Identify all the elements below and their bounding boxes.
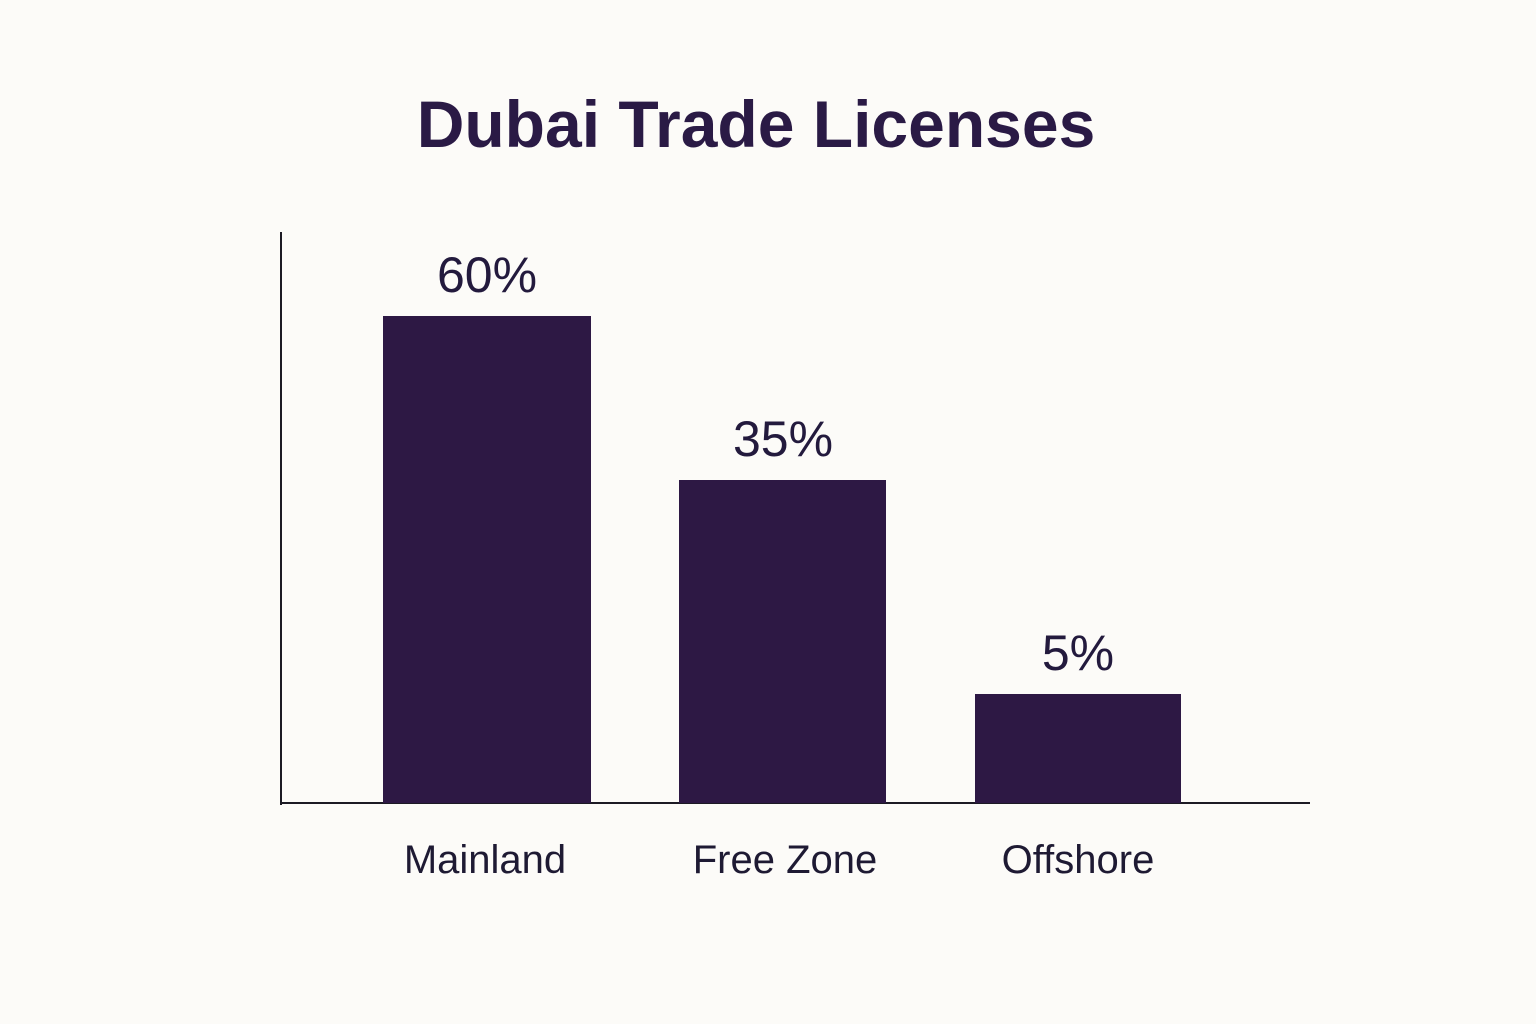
- bar-offshore: [975, 694, 1181, 803]
- y-axis-line: [280, 232, 282, 805]
- x-axis-line: [280, 802, 1310, 804]
- category-label-offshore: Offshore: [1001, 838, 1155, 882]
- category-label-mainland: Mainland: [403, 838, 567, 882]
- bar-value-label-free-zone: 35%: [732, 411, 834, 467]
- bar-value-label-mainland: 60%: [436, 247, 538, 303]
- bar-free-zone: [679, 480, 886, 803]
- bar-value-label-offshore: 5%: [1041, 625, 1115, 681]
- bar-mainland: [383, 316, 591, 803]
- chart-title: Dubai Trade Licenses: [416, 87, 1096, 161]
- category-label-free-zone: Free Zone: [692, 838, 878, 882]
